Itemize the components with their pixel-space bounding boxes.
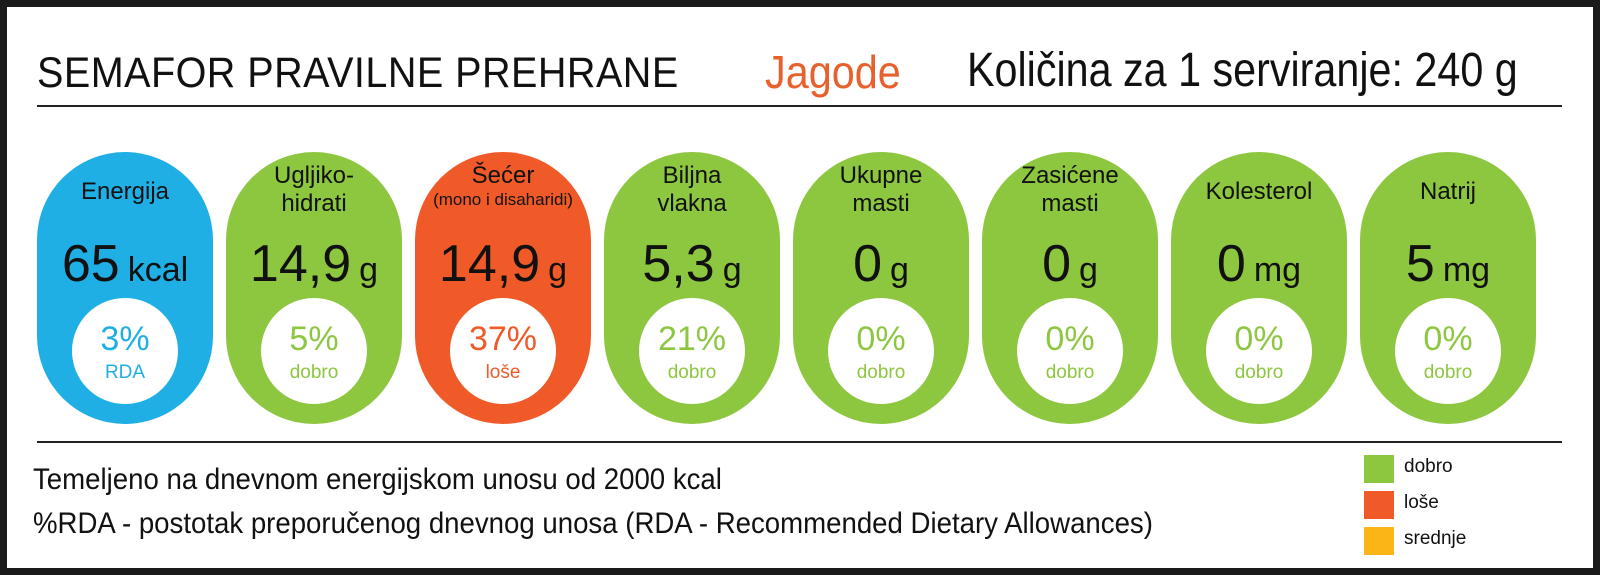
percent-value: 0% [856,320,906,358]
header: SEMAFOR PRAVILNE PREHRANE Jagode Količin… [7,43,1593,103]
nutrient-amount: 5,3 g [604,234,780,294]
amount-unit: g [359,251,379,289]
nutrient-pill: Natrij 5 mg 0% dobro [1360,152,1536,424]
nutrient-pill: Energija 65 kcal 3% RDA [37,152,213,424]
percent-circle: 0% dobro [1017,298,1123,404]
nutrient-pill: Ugljiko-hidrati 14,9 g 5% dobro [226,152,402,424]
amount-unit: kcal [127,251,189,289]
amount-value: 0 [1216,235,1246,293]
rating-label: dobro [1423,362,1473,383]
percent-circle: 0% dobro [1206,298,1312,404]
nutrient-amount: 0 mg [1171,234,1347,294]
legend-swatch [1364,491,1394,519]
nutrient-name: Ugljiko-hidrati [273,162,354,217]
nutrient-pill: Zasićene masti 0 g 0% dobro [982,152,1158,424]
legend-label: dobro [1404,456,1453,477]
percent-circle: 0% dobro [828,298,934,404]
amount-unit: g [890,251,909,289]
nutrient-subtitle: (mono i disaharidi) [433,190,573,209]
serving-size: Količina za 1 serviranje: 240 g [967,44,1518,97]
percent-value: 21% [657,320,727,358]
rating-label: dobro [289,362,339,383]
percent-value: 3% [100,320,150,358]
nutrient-pill: Biljna vlakna 5,3 g 21% dobro [604,152,780,424]
nutrient-name: Energija [80,178,170,205]
amount-unit: g [722,251,742,289]
rating-label: dobro [1045,362,1095,383]
amount-unit: g [548,251,568,289]
nutrient-name: Šećer (mono i disaharidi) [415,162,591,210]
nutrient-pill: Kolesterol 0 mg 0% dobro [1171,152,1347,424]
percent-circle: 0% dobro [1395,298,1501,404]
legend-label: srednje [1404,528,1467,549]
nutrient-name: Kolesterol [1205,178,1313,205]
nutrient-name: Natrij [1419,178,1476,205]
amount-value: 5,3 [642,235,715,293]
rating-label: dobro [856,362,906,383]
amount-value: 14,9 [249,235,352,293]
nutrient-name: Zasićene masti [1021,162,1119,217]
amount-unit: mg [1442,251,1491,289]
rating-label: RDA [104,362,146,383]
footer-note-rda: %RDA - postotak preporučenog dnevnog uno… [33,507,1153,540]
legend-swatch [1364,455,1394,483]
label-title: SEMAFOR PRAVILNE PREHRANE [37,49,679,97]
amount-value: 14,9 [438,235,541,293]
top-divider [37,105,1562,107]
amount-value: 0 [1042,235,1071,293]
percent-circle: 5% dobro [261,298,367,404]
product-name: Jagode [765,46,901,98]
percent-circle: 21% dobro [639,298,745,404]
nutrient-amount: 65 kcal [37,234,213,294]
footer-note-energy: Temeljeno na dnevnom energijskom unosu o… [33,463,722,496]
nutrient-pill: Ukupne masti 0 g 0% dobro [793,152,969,424]
percent-value: 0% [1423,320,1473,358]
percent-value: 37% [468,320,538,358]
nutrient-name: Ukupne masti [839,162,923,217]
nutrient-amount: 5 mg [1360,234,1536,294]
nutrient-pill: Šećer (mono i disaharidi) 14,9 g 37% loše [415,152,591,424]
legend-label: loše [1404,492,1439,513]
percent-circle: 3% RDA [72,298,178,404]
amount-unit: g [1079,251,1098,289]
nutrient-pills: Energija 65 kcal 3% RDA Ugljiko-hidrati 14,9 g 5… [7,152,1593,424]
rating-label: dobro [667,362,717,383]
nutrient-name: Biljna vlakna [657,162,727,217]
legend-swatch [1364,527,1394,555]
nutrient-amount: 14,9 g [415,234,591,294]
bottom-divider [37,441,1562,443]
amount-value: 65 [61,235,120,293]
amount-value: 5 [1405,235,1435,293]
rating-label: dobro [1234,362,1284,383]
percent-circle: 37% loše [450,298,556,404]
rating-label: loše [485,362,521,383]
percent-value: 5% [289,320,339,358]
nutrient-amount: 14,9 g [226,234,402,294]
percent-value: 0% [1234,320,1284,358]
percent-value: 0% [1045,320,1095,358]
amount-unit: mg [1253,251,1302,289]
amount-value: 0 [853,235,882,293]
